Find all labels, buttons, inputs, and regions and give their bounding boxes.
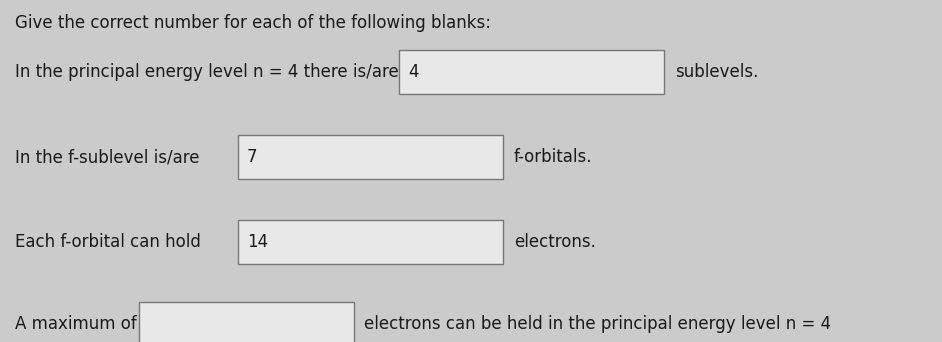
Text: electrons.: electrons. xyxy=(514,233,596,251)
Text: In the principal energy level n = 4 there is/are: In the principal energy level n = 4 ther… xyxy=(15,63,398,81)
FancyBboxPatch shape xyxy=(139,302,354,342)
Text: Give the correct number for each of the following blanks:: Give the correct number for each of the … xyxy=(15,14,491,32)
FancyBboxPatch shape xyxy=(238,135,503,179)
Text: 7: 7 xyxy=(247,148,257,166)
Text: Each f-orbital can hold: Each f-orbital can hold xyxy=(15,233,201,251)
Text: A maximum of: A maximum of xyxy=(15,315,137,333)
Text: electrons can be held in the principal energy level n = 4: electrons can be held in the principal e… xyxy=(364,315,831,333)
FancyBboxPatch shape xyxy=(238,220,503,264)
Text: f-orbitals.: f-orbitals. xyxy=(514,148,593,166)
Text: 14: 14 xyxy=(247,233,268,251)
FancyBboxPatch shape xyxy=(399,50,664,94)
Text: In the f-sublevel is/are: In the f-sublevel is/are xyxy=(15,148,200,166)
Text: sublevels.: sublevels. xyxy=(675,63,758,81)
Text: 4: 4 xyxy=(408,63,418,81)
